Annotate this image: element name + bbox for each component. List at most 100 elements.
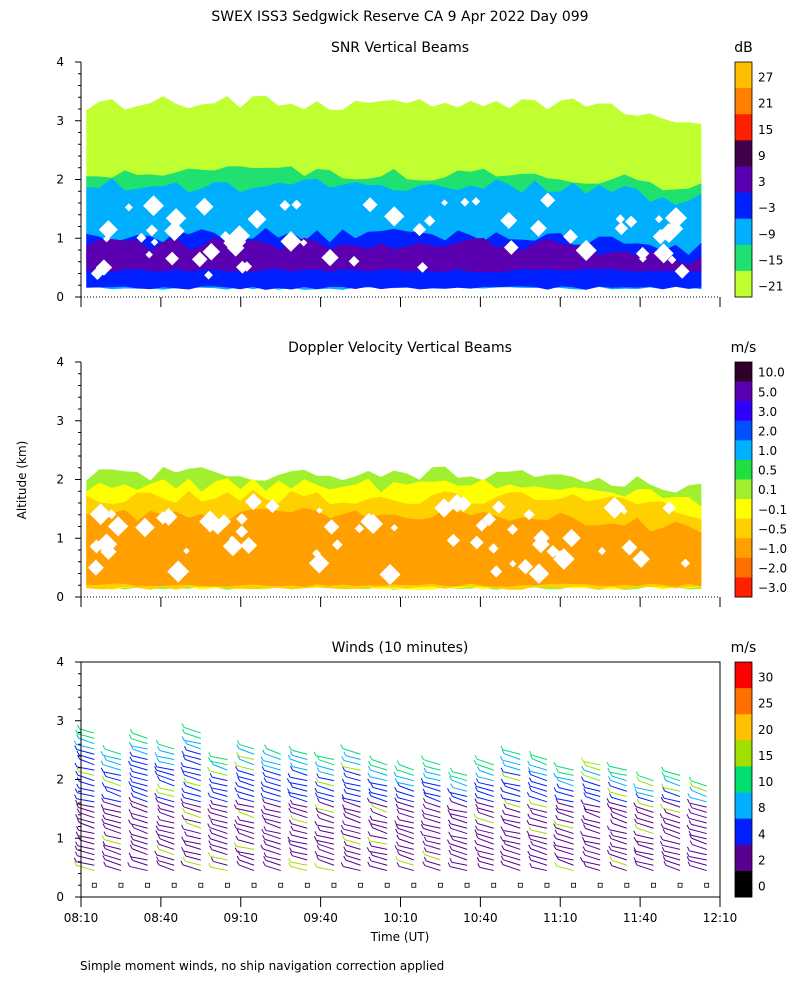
wind-barb-flag bbox=[208, 757, 211, 762]
wind-barb bbox=[237, 851, 255, 856]
wind-barb bbox=[237, 803, 255, 808]
wind-barb-flag bbox=[263, 777, 267, 782]
wind-barb bbox=[530, 829, 548, 835]
colorbar-label: −0.1 bbox=[758, 503, 787, 517]
calm-marker bbox=[544, 882, 550, 888]
data-gap bbox=[95, 259, 113, 276]
wind-barb-flag bbox=[420, 824, 424, 829]
wind-barb-flag bbox=[528, 777, 532, 782]
wind-barb-flag bbox=[661, 846, 665, 852]
wind-barb-flag bbox=[553, 841, 557, 846]
wind-barb bbox=[316, 755, 335, 761]
wind-barb bbox=[688, 817, 707, 824]
wind-barb-flag bbox=[183, 777, 187, 783]
wind-barb-flag bbox=[396, 841, 399, 846]
calm-marker bbox=[171, 882, 177, 888]
data-gap bbox=[167, 560, 190, 583]
wind-barb bbox=[236, 823, 255, 829]
data-gap bbox=[216, 514, 232, 529]
wind-barb bbox=[397, 832, 414, 840]
wind-barb bbox=[185, 855, 201, 861]
data-gap bbox=[95, 533, 118, 556]
wind-barb bbox=[502, 829, 521, 835]
wind-barb bbox=[424, 854, 441, 861]
wind-barb bbox=[183, 791, 201, 798]
wind-barb bbox=[371, 759, 388, 766]
wind-barb-flag bbox=[447, 809, 451, 814]
wind-barb bbox=[263, 818, 281, 824]
wind-barb-flag bbox=[501, 749, 505, 754]
wind-barb bbox=[636, 817, 654, 824]
wind-barb bbox=[183, 754, 201, 761]
wind-barb-flag bbox=[527, 850, 531, 856]
wind-barb bbox=[105, 865, 122, 872]
wind-barb-flag bbox=[233, 842, 237, 847]
wind-barb-flag bbox=[316, 767, 320, 772]
wind-barb-flag bbox=[74, 794, 78, 799]
wind-barb bbox=[264, 769, 281, 776]
wind-barb bbox=[502, 854, 521, 861]
wind-barb bbox=[372, 806, 388, 813]
wind-barb bbox=[210, 818, 228, 824]
wind-barb bbox=[476, 833, 494, 840]
wind-barb-flag bbox=[634, 860, 638, 866]
wind-barb bbox=[156, 854, 175, 861]
wind-barb-flag bbox=[343, 812, 347, 818]
wind-barb bbox=[477, 790, 494, 798]
wind-barb-flag bbox=[263, 856, 267, 861]
wind-barb bbox=[79, 812, 95, 819]
wind-barb bbox=[292, 754, 308, 761]
wind-barb bbox=[317, 765, 335, 771]
wind-barb bbox=[423, 785, 441, 792]
calm-marker bbox=[677, 882, 683, 888]
wind-barb-flag bbox=[101, 835, 105, 840]
wind-barb-flag bbox=[396, 760, 400, 765]
x-axis-label: Time (UT) bbox=[370, 930, 430, 944]
wind-barb-flag bbox=[610, 819, 614, 824]
wind-barb-flag bbox=[209, 845, 213, 850]
wind-barb-flag bbox=[500, 860, 504, 865]
wind-barb-flag bbox=[394, 797, 398, 802]
wind-barb-flag bbox=[500, 794, 504, 799]
colorbar: dB 27 21 15 9 3 −3 −9 −15 −21 bbox=[734, 40, 783, 298]
wind-profile bbox=[233, 740, 257, 888]
data-gap bbox=[89, 503, 112, 525]
wind-barb bbox=[663, 854, 681, 861]
wind-barb-flag bbox=[181, 814, 185, 820]
wind-barb bbox=[372, 786, 388, 792]
wind-barb bbox=[210, 760, 228, 766]
colorbar-swatch bbox=[735, 440, 752, 461]
wind-barb bbox=[504, 822, 521, 829]
wind-barb-flag bbox=[527, 781, 531, 787]
wind-barb-flag bbox=[100, 751, 104, 756]
wind-barb bbox=[423, 759, 441, 766]
wind-barb bbox=[691, 790, 707, 798]
wind-barb bbox=[237, 839, 255, 845]
wind-barb bbox=[131, 755, 148, 761]
wind-barb-flag bbox=[342, 835, 346, 840]
wind-barb bbox=[77, 817, 95, 824]
wind-barb bbox=[344, 800, 361, 808]
wind-barb bbox=[528, 834, 548, 840]
wind-barb bbox=[502, 749, 521, 755]
wind-barb bbox=[557, 811, 574, 819]
wind-barb bbox=[290, 861, 308, 866]
wind-barb bbox=[133, 827, 148, 835]
data-gap bbox=[446, 533, 460, 548]
wind-barb-flag bbox=[501, 845, 505, 850]
wind-barb-flag bbox=[500, 826, 504, 831]
data-gap bbox=[517, 558, 534, 575]
wind-barb-flag bbox=[422, 850, 426, 855]
y-tick-label: 1 bbox=[56, 831, 64, 845]
wind-barb bbox=[612, 811, 627, 819]
data-gap bbox=[665, 207, 687, 230]
wind-barb bbox=[159, 811, 175, 819]
wind-barb-flag bbox=[553, 819, 557, 825]
wind-barb bbox=[77, 792, 95, 798]
wind-barb bbox=[689, 865, 707, 872]
wind-barb bbox=[263, 760, 281, 766]
wind-barb bbox=[344, 807, 361, 813]
wind-barb bbox=[238, 776, 255, 782]
wind-barb bbox=[212, 823, 228, 829]
wind-barb bbox=[316, 807, 335, 813]
